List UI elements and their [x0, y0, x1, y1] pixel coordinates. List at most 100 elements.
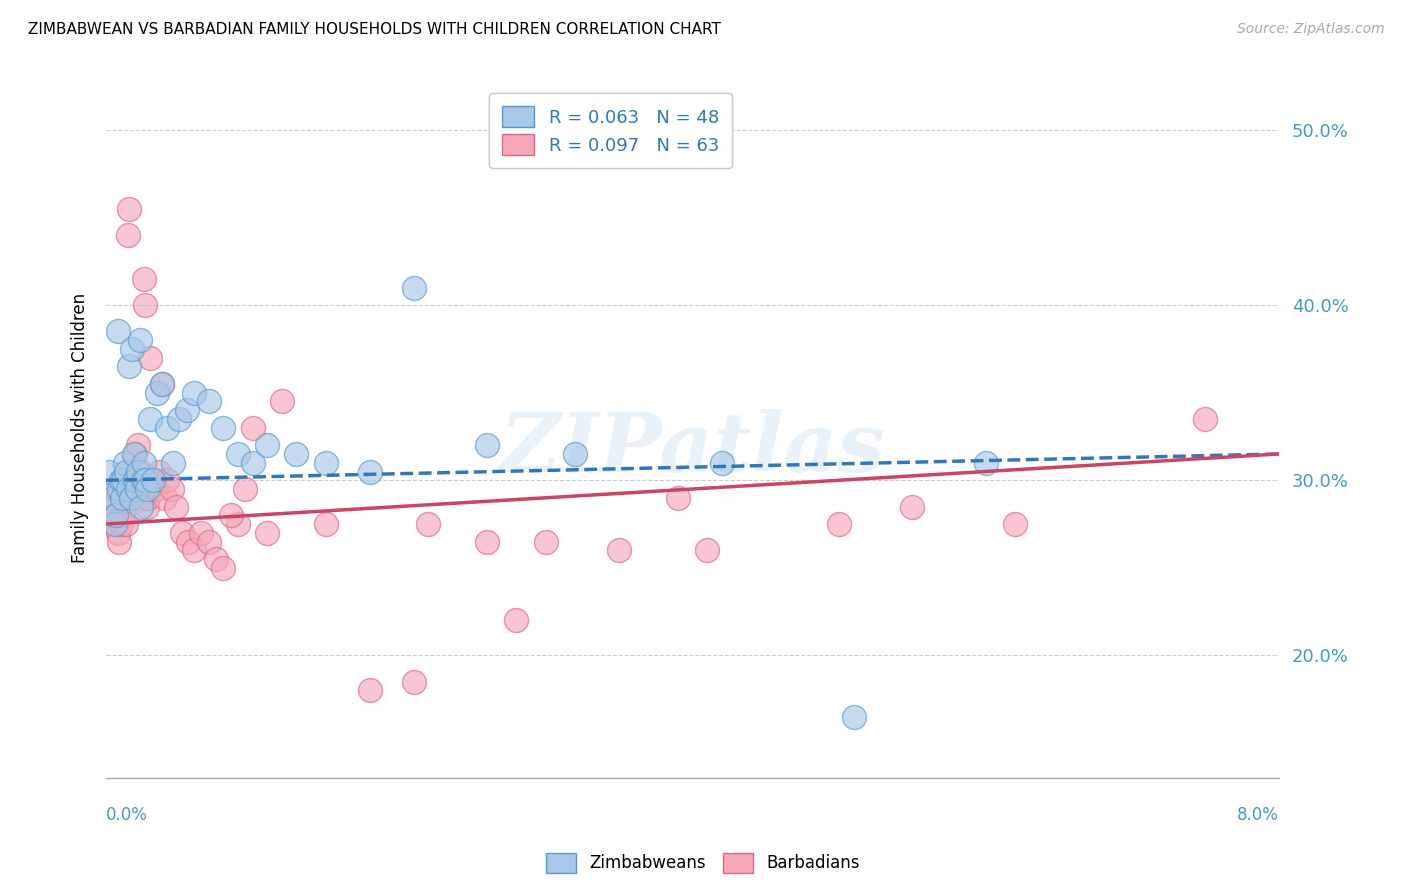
Point	[145, 482, 167, 496]
Point	[150, 376, 173, 391]
Point	[104, 517, 127, 532]
Point	[131, 473, 153, 487]
Point	[205, 552, 228, 566]
Point	[402, 280, 425, 294]
Point	[242, 421, 264, 435]
Point	[505, 613, 527, 627]
Point	[150, 376, 173, 391]
Point	[108, 534, 131, 549]
Point	[120, 465, 142, 479]
Point	[242, 456, 264, 470]
Point	[146, 385, 169, 400]
Point	[121, 342, 143, 356]
Point	[183, 385, 205, 400]
Point	[122, 482, 145, 496]
Point	[100, 491, 122, 505]
Point	[226, 447, 249, 461]
Text: ZIPatlas: ZIPatlas	[499, 409, 886, 489]
Point	[285, 447, 308, 461]
Point	[118, 202, 141, 216]
Point	[107, 325, 129, 339]
Point	[156, 473, 179, 487]
Point	[160, 482, 183, 496]
Text: ZIMBABWEAN VS BARBADIAN FAMILY HOUSEHOLDS WITH CHILDREN CORRELATION CHART: ZIMBABWEAN VS BARBADIAN FAMILY HOUSEHOLD…	[28, 22, 721, 37]
Point	[114, 456, 136, 470]
Point	[270, 394, 292, 409]
Point	[128, 491, 150, 505]
Point	[359, 683, 381, 698]
Point	[197, 534, 219, 549]
Point	[112, 508, 135, 523]
Point	[125, 482, 148, 496]
Point	[129, 500, 152, 514]
Point	[418, 517, 440, 532]
Point	[475, 534, 498, 549]
Point	[117, 228, 139, 243]
Point	[212, 421, 235, 435]
Point	[124, 473, 146, 487]
Point	[359, 465, 381, 479]
Point	[118, 359, 141, 374]
Text: Source: ZipAtlas.com: Source: ZipAtlas.com	[1237, 22, 1385, 37]
Point	[114, 473, 136, 487]
Point	[176, 403, 198, 417]
Point	[125, 473, 148, 487]
Point	[97, 465, 120, 479]
Point	[564, 447, 586, 461]
Point	[233, 482, 256, 496]
Point	[256, 438, 278, 452]
Point	[607, 543, 630, 558]
Point	[110, 473, 132, 487]
Point	[139, 351, 162, 365]
Point	[111, 491, 134, 505]
Point	[1004, 517, 1026, 532]
Point	[96, 500, 118, 514]
Point	[142, 473, 165, 487]
Point	[122, 447, 145, 461]
Point	[190, 525, 212, 540]
Point	[117, 482, 139, 496]
Point	[212, 561, 235, 575]
Point	[121, 473, 143, 487]
Point	[666, 491, 689, 505]
Point	[104, 508, 127, 523]
Point	[115, 517, 138, 532]
Point	[136, 482, 159, 496]
Point	[128, 333, 150, 347]
Point	[156, 421, 179, 435]
Point	[142, 473, 165, 487]
Point	[139, 412, 162, 426]
Y-axis label: Family Households with Children: Family Households with Children	[72, 293, 89, 563]
Point	[172, 525, 194, 540]
Legend: Zimbabweans, Barbadians: Zimbabweans, Barbadians	[540, 847, 866, 880]
Point	[534, 534, 557, 549]
Point	[710, 456, 733, 470]
Point	[103, 491, 125, 505]
Point	[842, 709, 865, 723]
Point	[901, 500, 924, 514]
Point	[475, 438, 498, 452]
Point	[115, 465, 138, 479]
Point	[131, 491, 153, 505]
Point	[124, 447, 146, 461]
Point	[134, 473, 156, 487]
Point	[315, 456, 337, 470]
Point	[105, 482, 128, 496]
Text: 8.0%: 8.0%	[1237, 806, 1278, 824]
Point	[105, 508, 128, 523]
Point	[162, 456, 184, 470]
Point	[315, 517, 337, 532]
Point	[108, 482, 131, 496]
Point	[134, 298, 156, 312]
Point	[165, 500, 187, 514]
Text: 0.0%: 0.0%	[105, 806, 148, 824]
Point	[153, 491, 176, 505]
Point	[696, 543, 718, 558]
Point	[197, 394, 219, 409]
Point	[111, 491, 134, 505]
Point	[138, 491, 160, 505]
Point	[110, 517, 132, 532]
Point	[127, 465, 149, 479]
Point	[828, 517, 851, 532]
Point	[112, 473, 135, 487]
